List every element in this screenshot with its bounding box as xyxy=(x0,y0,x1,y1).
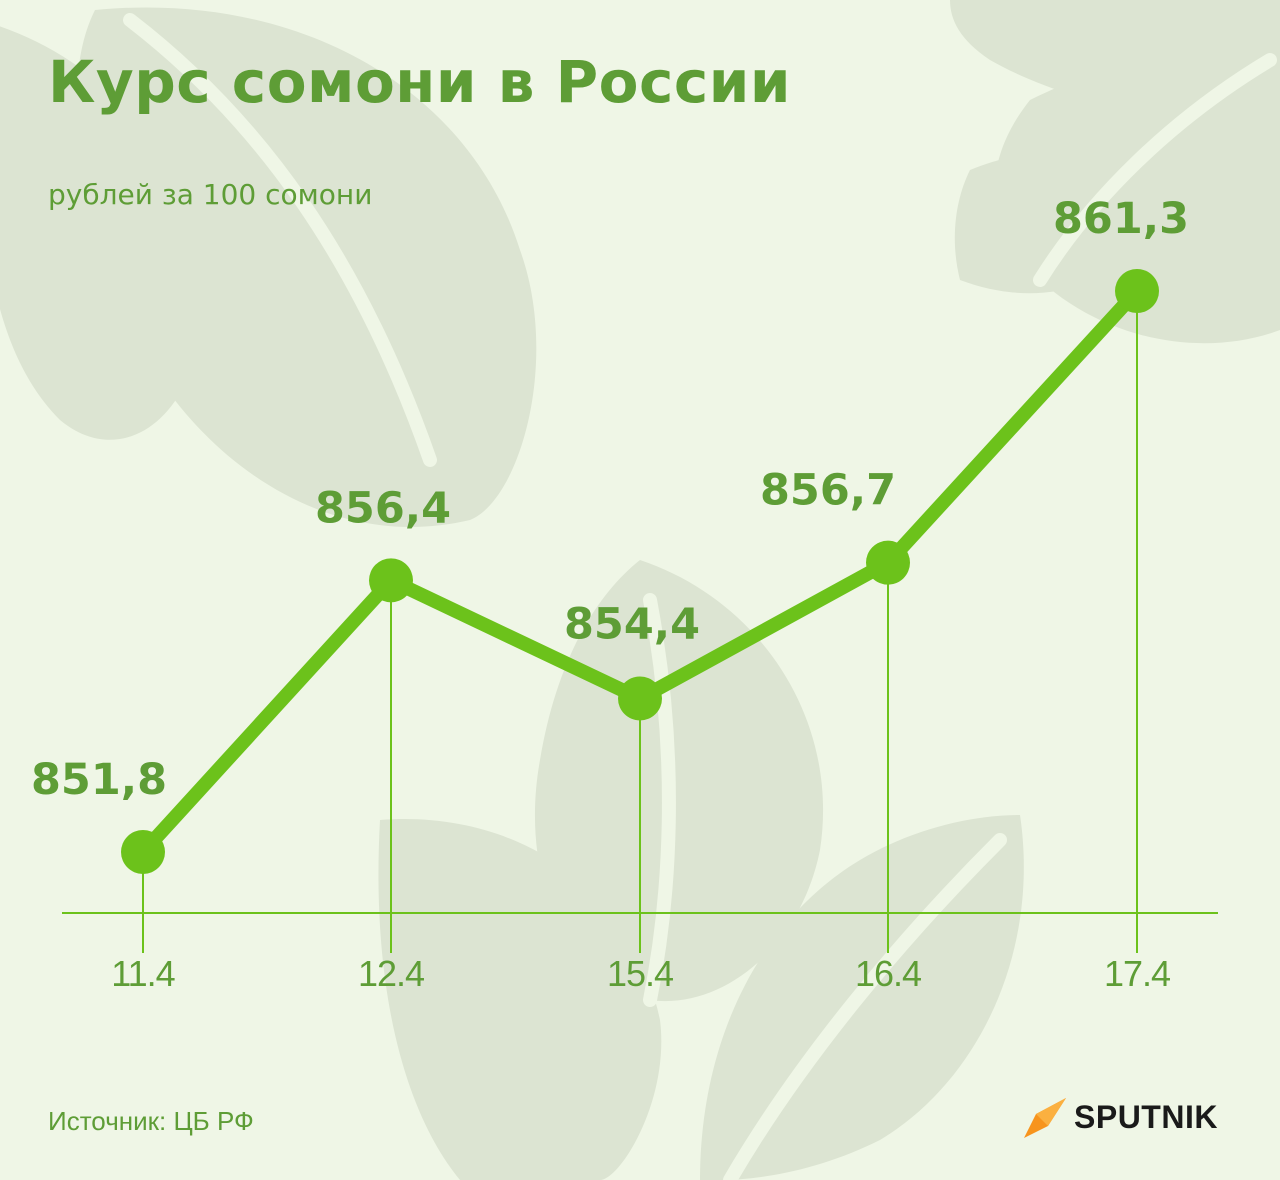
x-tick-label-15.4: 15.4 xyxy=(607,953,673,994)
data-label-12.4: 856,4 xyxy=(315,483,451,533)
x-tick-label-12.4: 12.4 xyxy=(358,953,424,994)
data-point-15.4 xyxy=(618,676,662,721)
x-tick-label-16.4: 16.4 xyxy=(855,953,921,994)
source-note: Источник: ЦБ РФ xyxy=(48,1106,254,1136)
chart-title: Курс сомони в России xyxy=(48,48,791,116)
sputnik-logo-icon xyxy=(1024,1098,1066,1138)
data-label-11.4: 851,8 xyxy=(31,755,167,805)
x-tick-label-11.4: 11.4 xyxy=(111,953,174,994)
data-label-17.4: 861,3 xyxy=(1053,194,1189,244)
data-label-16.4: 856,7 xyxy=(760,466,896,516)
data-point-16.4 xyxy=(866,540,910,585)
brand-name: SPUTNIK xyxy=(1074,1098,1218,1135)
data-point-11.4 xyxy=(121,830,165,874)
x-tick-label-17.4: 17.4 xyxy=(1104,953,1170,994)
chart-subtitle: рублей за 100 сомони xyxy=(48,178,373,211)
data-point-17.4 xyxy=(1115,269,1159,313)
sputnik-logo: SPUTNIK xyxy=(1022,1094,1218,1140)
data-point-12.4 xyxy=(369,558,413,603)
data-label-15.4: 854,4 xyxy=(564,599,700,649)
